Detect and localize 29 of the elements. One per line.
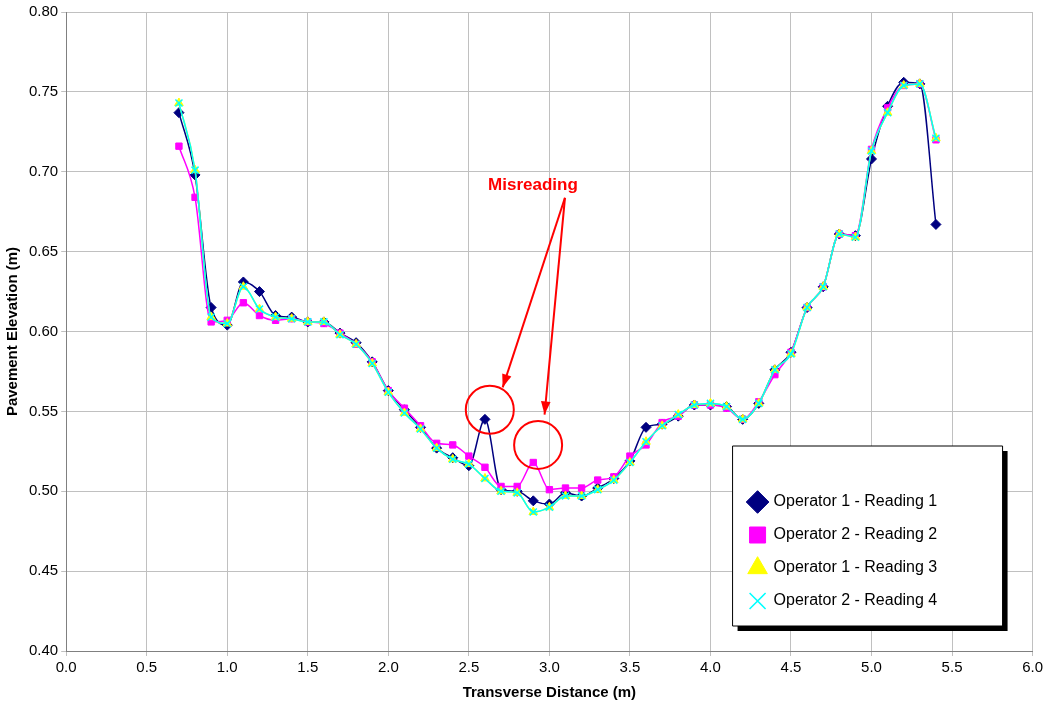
- x-tick-label: 1.5: [297, 658, 319, 676]
- x-tick-label: 4.0: [700, 658, 721, 676]
- x-tick-label: 0.0: [55, 658, 77, 676]
- y-tick-label: 0.80: [28, 2, 59, 20]
- y-tick-label: 0.55: [28, 401, 59, 419]
- legend-label: Operator 1 - Reading 1: [773, 492, 938, 510]
- x-tick-label: 0.5: [136, 658, 158, 676]
- annotation: Misreading: [488, 175, 578, 195]
- y-tick-label: 0.40: [28, 641, 59, 659]
- y-tick-label: 0.75: [28, 82, 59, 100]
- x-tick-label: 4.5: [780, 658, 802, 676]
- x-tick-label: 2.0: [377, 658, 399, 676]
- y-tick-label: 0.60: [28, 321, 59, 339]
- y-tick-label: 0.50: [28, 481, 59, 499]
- y-axis-title: Pavement Elevation (m): [3, 246, 21, 417]
- x-tick-label: 5.0: [861, 658, 882, 676]
- y-tick-label: 0.70: [28, 161, 59, 179]
- y-tick-label: 0.45: [28, 561, 59, 579]
- legend-label: Operator 2 - Reading 4: [773, 591, 938, 609]
- y-tick-label: 0.65: [28, 241, 59, 259]
- legend-label: Operator 1 - Reading 3: [773, 558, 938, 576]
- legend-label: Operator 2 - Reading 2: [773, 525, 938, 543]
- x-tick-label: 3.5: [619, 658, 641, 676]
- x-tick-label: 5.5: [941, 658, 963, 676]
- x-tick-label: 1.0: [216, 658, 238, 676]
- x-tick-label: 6.0: [1022, 658, 1043, 676]
- x-tick-label: 3.0: [538, 658, 560, 676]
- x-tick-label: 2.5: [458, 658, 480, 676]
- x-axis-title: Transverse Distance (m): [462, 683, 637, 701]
